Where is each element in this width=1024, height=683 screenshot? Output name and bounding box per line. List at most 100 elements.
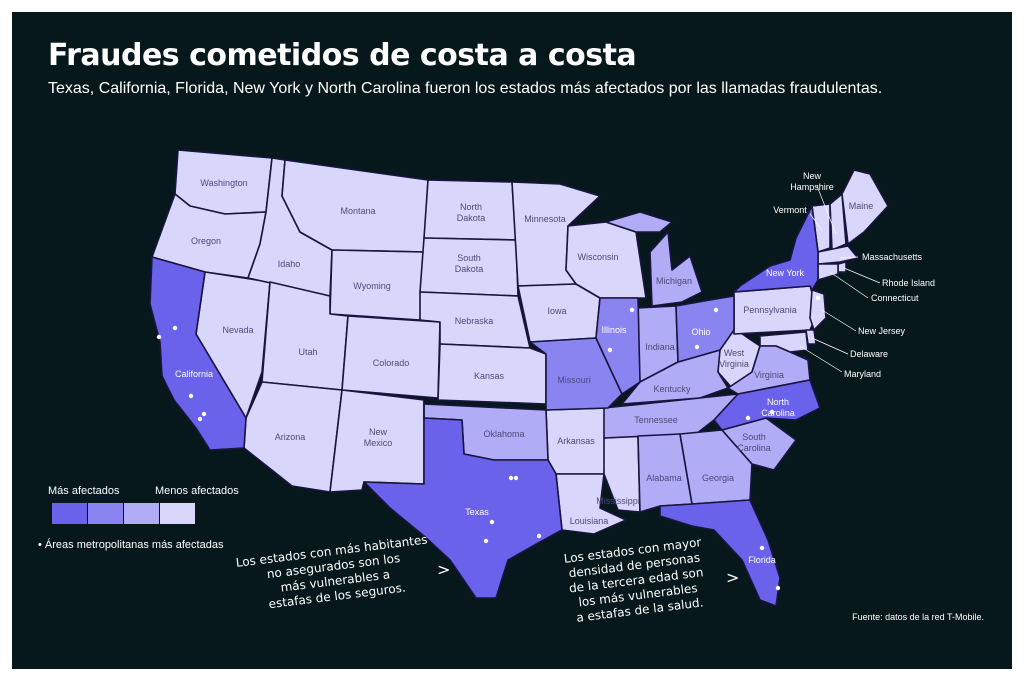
page-subtitle: Texas, California, Florida, New York y N…: [48, 80, 883, 97]
metro-dot: [694, 344, 700, 350]
metro-dot: [607, 347, 613, 353]
label-illinois: Illinois: [601, 325, 627, 335]
source-note: Fuente: datos de la red T-Mobile.: [852, 612, 984, 622]
label-north-dakota-1: North: [460, 202, 482, 212]
label-new-hampshire-2: Hampshire: [790, 182, 834, 192]
label-rhode-island: Rhode Island: [882, 278, 935, 288]
metro-dot: [629, 307, 635, 313]
external-labels: New Hampshire Vermont Massachusetts Rhod…: [773, 171, 935, 379]
label-maryland: Maryland: [844, 369, 881, 379]
label-wisconsin: Wisconsin: [577, 252, 618, 262]
metro-dot: [188, 393, 194, 399]
label-pennsylvania: Pennsylvania: [743, 305, 797, 315]
metro-dot: [769, 409, 775, 415]
label-kentucky: Kentucky: [653, 384, 691, 394]
label-texas: Texas: [465, 507, 489, 517]
state-ohio: [675, 295, 735, 363]
label-maine: Maine: [849, 201, 874, 211]
metro-dot: [745, 415, 751, 421]
label-south-carolina-2: Carolina: [737, 443, 771, 453]
label-arizona: Arizona: [275, 432, 306, 442]
label-nevada: Nevada: [222, 325, 253, 335]
label-ohio: Ohio: [691, 327, 710, 337]
label-louisiana: Louisiana: [570, 516, 609, 526]
leader-delaware: [811, 337, 849, 355]
state-maine: [841, 169, 889, 245]
metro-dot: [156, 334, 162, 340]
label-arkansas: Arkansas: [557, 436, 595, 446]
legend-low-label: Menos afectados: [155, 485, 239, 497]
metro-dot: [713, 307, 719, 313]
metro-dot: [483, 538, 489, 544]
label-oregon: Oregon: [191, 236, 221, 246]
label-south-dakota-1: South: [457, 253, 481, 263]
legend-swatch-level-2: [88, 503, 123, 524]
label-connecticut: Connecticut: [871, 293, 919, 303]
label-kansas: Kansas: [474, 371, 505, 381]
label-new-mexico-2: Mexico: [364, 438, 393, 448]
leader-rhode-island: [843, 267, 881, 284]
label-new-mexico-1: New: [369, 427, 388, 437]
legend-metro-label: • Áreas metropolitanas más afectadas: [38, 539, 224, 551]
label-utah: Utah: [298, 347, 317, 357]
state-new-hampshire: [829, 193, 847, 251]
legend-swatch-level-1: [52, 503, 87, 524]
label-montana: Montana: [340, 206, 375, 216]
states-level-2: [529, 295, 735, 411]
label-vermont: Vermont: [773, 205, 807, 215]
label-idaho: Idaho: [278, 259, 301, 269]
state-michigan: [649, 231, 703, 307]
states-level-4: [151, 149, 889, 535]
label-wyoming: Wyoming: [353, 281, 390, 291]
metro-dot: [759, 545, 765, 551]
state-florida: [659, 499, 781, 607]
state-new-york: [733, 205, 819, 293]
label-mississippi: Mississippi: [596, 496, 640, 506]
label-alabama: Alabama: [646, 473, 682, 483]
label-west-virginia-1: West: [724, 348, 745, 358]
metro-dot: [815, 295, 821, 301]
metro-dot: [775, 585, 781, 591]
label-west-virginia-2: Virginia: [719, 359, 749, 369]
legend-high-label: Más afectados: [48, 485, 120, 497]
label-oklahoma: Oklahoma: [483, 429, 524, 439]
label-north-carolina-1: North: [767, 397, 789, 407]
label-missouri: Missouri: [557, 375, 591, 385]
state-north-carolina: [713, 379, 821, 431]
state-michigan-up: [605, 211, 673, 233]
page-title: Fraudes cometidos de costa a costa: [48, 38, 637, 73]
states-level-1: [149, 205, 821, 607]
arrow-icon: >: [726, 568, 740, 587]
label-colorado: Colorado: [373, 358, 410, 368]
metro-dot: [536, 533, 542, 539]
label-delaware: Delaware: [850, 349, 888, 359]
leader-new-jersey: [821, 309, 857, 332]
state-illinois: [595, 297, 641, 395]
metro-dot: [172, 325, 178, 331]
metro-dot: [508, 475, 514, 481]
metro-dot: [489, 519, 495, 525]
label-new-hampshire-1: New: [803, 171, 822, 181]
label-north-dakota-2: Dakota: [457, 213, 486, 223]
legend-swatch-level-3: [124, 503, 159, 524]
state-labels: Washington Oregon California Nevada Idah…: [175, 178, 873, 565]
label-new-jersey: New Jersey: [858, 326, 906, 336]
state-georgia: [679, 429, 753, 505]
leader-connecticut: [829, 271, 869, 299]
label-iowa: Iowa: [547, 306, 566, 316]
label-north-carolina-2: Carolina: [761, 408, 795, 418]
leader-new-hampshire: [816, 185, 837, 235]
label-california: California: [175, 369, 213, 379]
label-new-york: New York: [766, 268, 805, 278]
metro-dots: [156, 295, 821, 591]
label-minnesota: Minnesota: [524, 214, 566, 224]
label-michigan: Michigan: [656, 276, 692, 286]
leader-maryland: [799, 345, 843, 373]
label-indiana: Indiana: [645, 342, 675, 352]
state-colorado: [341, 315, 441, 399]
leader-vermont: [809, 213, 823, 231]
state-new-jersey: [809, 289, 827, 331]
leader-lines: [799, 185, 881, 373]
metro-dot: [201, 411, 207, 417]
